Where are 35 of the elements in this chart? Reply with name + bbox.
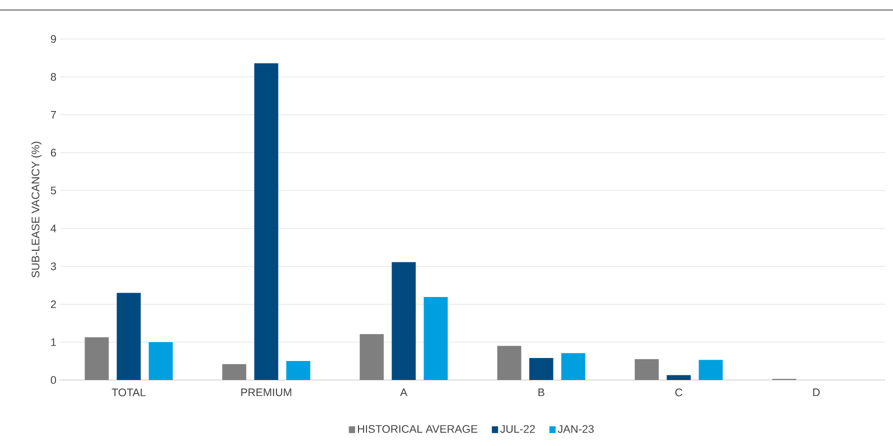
- x-tick-label: B: [538, 388, 544, 396]
- legend-label: JAN-23: [558, 425, 594, 433]
- x-tick-label: C: [675, 388, 682, 396]
- y-tick-label: 0: [50, 376, 56, 384]
- bar: [148, 342, 173, 380]
- bar: [84, 337, 109, 380]
- y-tick-label: 4: [50, 224, 56, 232]
- bar: [286, 361, 310, 380]
- bar: [254, 63, 278, 380]
- bar: [424, 297, 448, 380]
- x-tick-label: TOTAL: [112, 388, 146, 396]
- x-tick-label: A: [400, 388, 408, 396]
- bar: [666, 375, 691, 380]
- y-tick-label: 1: [51, 338, 56, 346]
- legend-label: HISTORICAL AVERAGE: [358, 425, 478, 433]
- y-tick-label: 7: [50, 111, 56, 119]
- y-tick-label: 3: [50, 262, 56, 270]
- bar: [698, 360, 723, 380]
- y-tick-label: 2: [50, 300, 56, 308]
- x-tick-label: D: [813, 388, 820, 396]
- y-tick-label: 9: [50, 35, 56, 43]
- bar: [634, 359, 659, 380]
- bar: [497, 346, 522, 380]
- bar: [360, 334, 384, 380]
- x-tick-label: PREMIUM: [241, 388, 292, 396]
- bar: [116, 292, 141, 380]
- bar: [561, 353, 586, 380]
- y-axis-title: SUB-LEASE VACANCY (%): [31, 142, 42, 278]
- y-tick-label: 5: [50, 186, 56, 194]
- bar: [392, 262, 416, 380]
- y-tick-label: 6: [50, 148, 56, 157]
- bar: [529, 358, 554, 380]
- y-tick-label: 8: [50, 73, 56, 81]
- legend-label: JUL-22: [500, 425, 535, 433]
- bar: [222, 364, 246, 380]
